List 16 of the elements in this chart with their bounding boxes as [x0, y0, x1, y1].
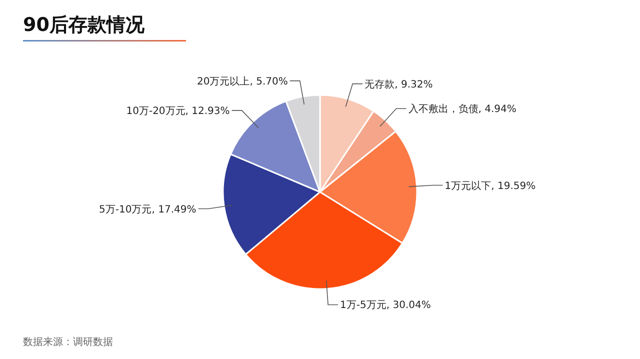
data-label: , 19.59%	[491, 180, 536, 192]
data-label: , 9.32%	[394, 79, 433, 90]
source-note: 数据来源：调研数据	[23, 336, 113, 348]
slice-label: 5万-10万元	[99, 204, 152, 216]
slice-label: 1万元以下	[444, 180, 492, 192]
data-label: , 12.93%	[185, 106, 230, 117]
data-label: , 4.94%	[478, 104, 516, 116]
data-label: , 30.04%	[386, 300, 431, 312]
data-label: , 17.49%	[152, 204, 196, 216]
chart-title: 90后存款情况	[23, 14, 146, 36]
slice-label: 1万-5万元	[340, 300, 386, 312]
slice-label: 20万元以上	[197, 75, 250, 88]
slice-label: 10万-20万元	[126, 106, 186, 117]
slice-label: 入不敷出，负债	[408, 103, 478, 116]
data-label: , 5.70%	[250, 76, 288, 88]
slice-label: 无存款	[364, 78, 395, 90]
